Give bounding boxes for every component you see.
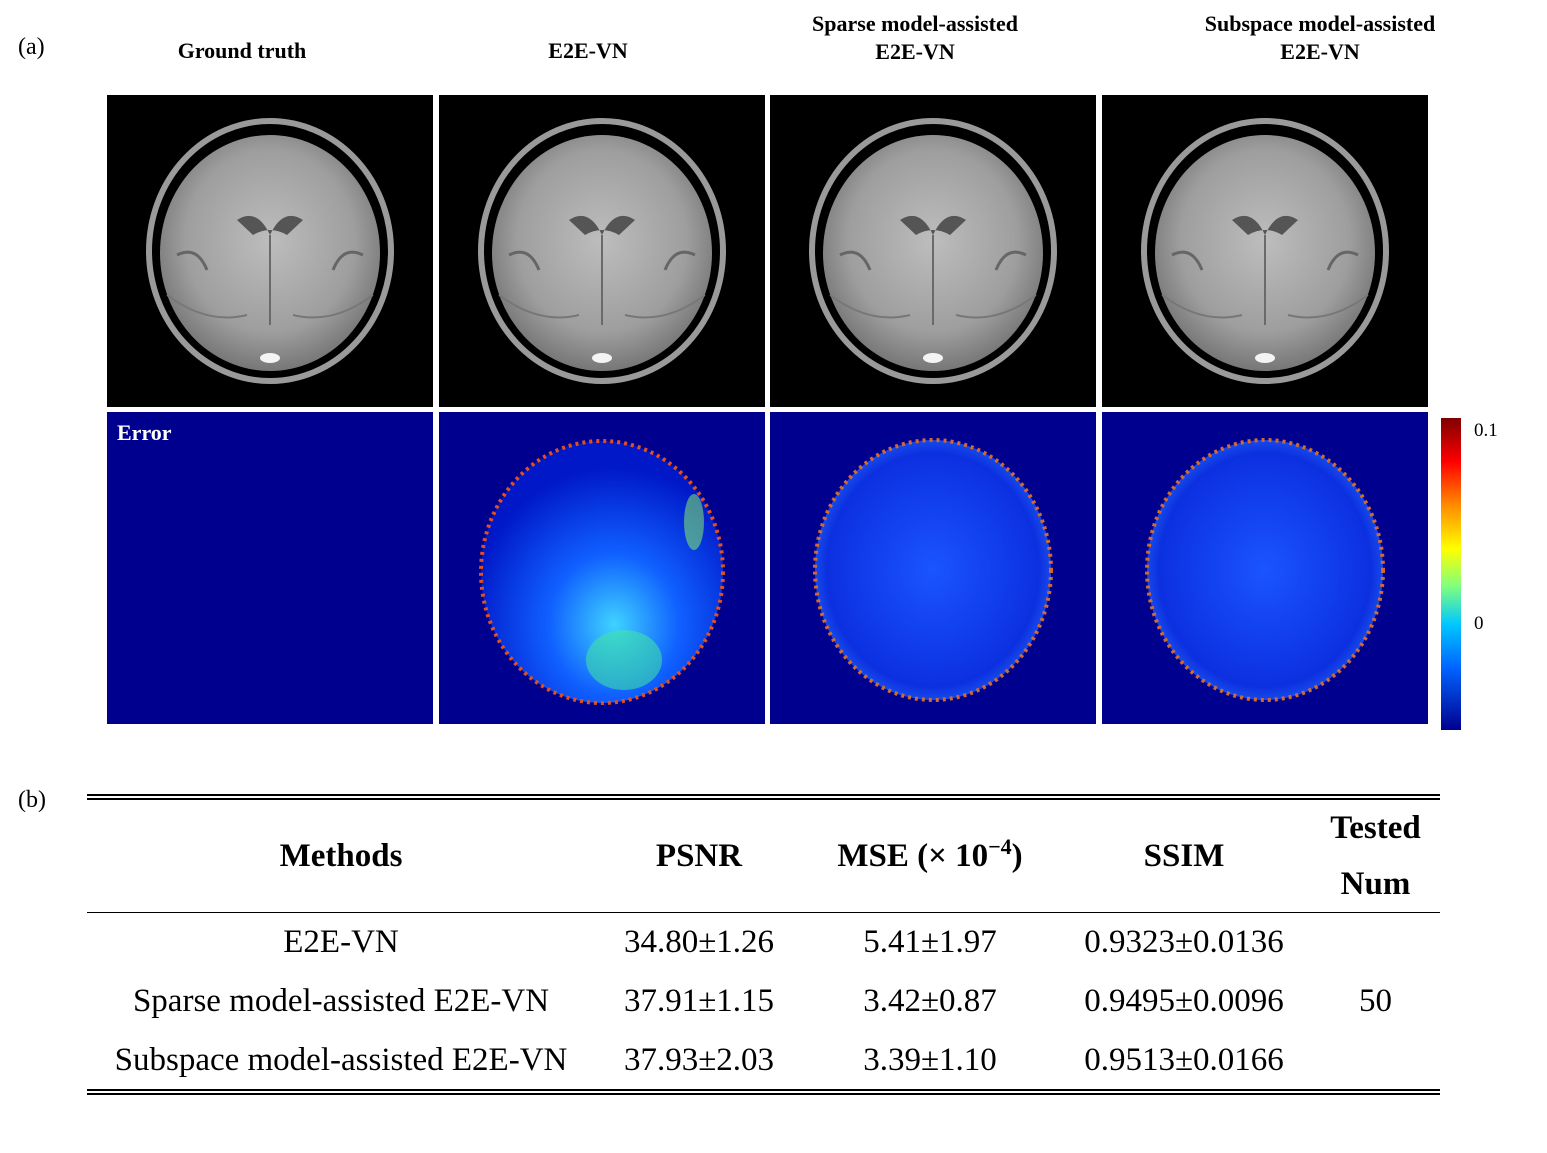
cell-method: Subspace model-assisted E2E-VN — [114, 1042, 568, 1078]
cell-method: Sparse model-assisted E2E-VN — [132, 983, 550, 1019]
error-map-e2e-vn — [439, 412, 765, 724]
table-top-rule-1 — [87, 794, 1440, 796]
cell-tested-num: 50 — [1359, 983, 1392, 1019]
error-colorbar — [1441, 418, 1461, 730]
results-table: Methods PSNR MSE (× 10−4) SSIM Tested Num… — [87, 800, 1440, 1090]
table-bottom-rule-2 — [87, 1093, 1440, 1095]
error-label: Error — [117, 420, 172, 445]
cell-psnr: 37.93±2.03 — [623, 1042, 775, 1078]
table-header-row: Methods PSNR MSE (× 10−4) SSIM Tested Num — [87, 800, 1440, 913]
column-title-sparse: Sparse model-assisted E2E-VN — [812, 11, 1018, 64]
cell-psnr: 34.80±1.26 — [623, 924, 775, 960]
cell-ssim: 0.9513±0.0166 — [1084, 1042, 1284, 1078]
cell-ssim: 0.9323±0.0136 — [1084, 924, 1284, 960]
mri-ground-truth — [107, 95, 433, 407]
header-tested-num: Tested Num — [1330, 810, 1421, 902]
cell-ssim: 0.9495±0.0096 — [1084, 983, 1284, 1019]
column-title-ground-truth: Ground truth — [177, 38, 307, 63]
error-map-sparse — [770, 412, 1096, 724]
panel-a-label: (a) — [18, 34, 45, 60]
table-row: Sparse model-assisted E2E-VN 37.91±1.15 … — [87, 972, 1440, 1031]
error-map-ground-truth: Error — [107, 412, 433, 724]
mri-sparse — [770, 95, 1096, 407]
cell-psnr: 37.91±1.15 — [623, 983, 775, 1019]
header-methods: Methods — [279, 838, 403, 874]
table-row: Subspace model-assisted E2E-VN 37.93±2.0… — [87, 1031, 1440, 1090]
mri-subspace — [1102, 95, 1428, 407]
cell-mse: 3.39±1.10 — [863, 1042, 997, 1078]
error-map-subspace — [1102, 412, 1428, 724]
cell-mse: 3.42±0.87 — [863, 983, 997, 1019]
table-row: E2E-VN 34.80±1.26 5.41±1.97 0.9323±0.013… — [87, 913, 1440, 1019]
table-top-rule-2 — [87, 798, 1440, 800]
mri-e2e-vn — [439, 95, 765, 407]
cell-method: E2E-VN — [283, 924, 399, 960]
colorbar-max-label: 0.1 — [1474, 420, 1498, 441]
colorbar-mid-label: 0 — [1474, 613, 1484, 634]
header-ssim: SSIM — [1143, 838, 1225, 874]
header-psnr: PSNR — [655, 838, 743, 874]
cell-mse: 5.41±1.97 — [863, 924, 997, 960]
table-bottom-rule-1 — [87, 1089, 1440, 1091]
column-title-e2e-vn: E2E-VN — [548, 38, 628, 63]
panel-b-label: (b) — [18, 787, 46, 813]
column-title-subspace: Subspace model-assisted E2E-VN — [1204, 11, 1436, 64]
header-mse: MSE (× 10−4) — [837, 834, 1023, 875]
